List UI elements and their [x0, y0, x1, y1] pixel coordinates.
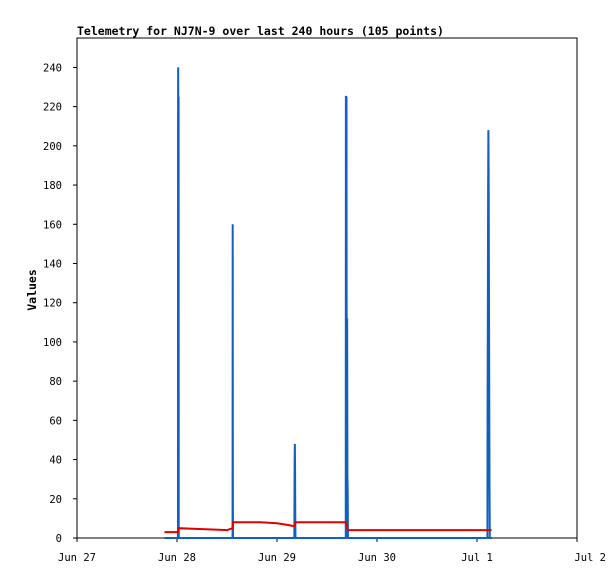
- y-tick-label: 80: [49, 376, 62, 388]
- x-tick-label: Jul 2: [574, 552, 606, 564]
- x-tick-label: Jun 30: [358, 552, 396, 564]
- x-tick-label: Jun 28: [158, 552, 196, 564]
- y-axis-ticks: 0 20 40 60 80 100 120 140 160 180 200 220 240: [43, 62, 77, 545]
- y-tick-label: 20: [49, 494, 62, 506]
- series-line-red: [164, 521, 492, 534]
- y-tick-label: 100: [43, 337, 62, 349]
- plot-area: [76, 37, 578, 539]
- chart-title: Telemetry for NJ7N-9 over last 240 hours…: [77, 24, 444, 38]
- x-axis-ticks: Jun 27 Jun 28 Jun 29 Jun 30 Jul 1 Jul 2: [58, 538, 606, 564]
- y-tick-label: 40: [49, 455, 62, 467]
- y-tick-label: 140: [43, 258, 62, 270]
- y-tick-label: 220: [43, 102, 62, 114]
- x-tick-label: Jun 29: [258, 552, 296, 564]
- y-tick-label: 200: [43, 141, 62, 153]
- series-line-blue: [164, 67, 492, 539]
- y-tick-label: 240: [43, 62, 62, 74]
- y-tick-label: 160: [43, 219, 62, 231]
- y-tick-label: 60: [49, 415, 62, 427]
- y-axis-label: Values: [25, 269, 39, 311]
- y-tick-label: 180: [43, 180, 62, 192]
- y-tick-label: 120: [43, 298, 62, 310]
- y-tick-label: 0: [56, 533, 62, 545]
- x-tick-label: Jun 27: [58, 552, 96, 564]
- series-layer: [164, 67, 492, 539]
- x-tick-label: Jul 1: [461, 552, 493, 564]
